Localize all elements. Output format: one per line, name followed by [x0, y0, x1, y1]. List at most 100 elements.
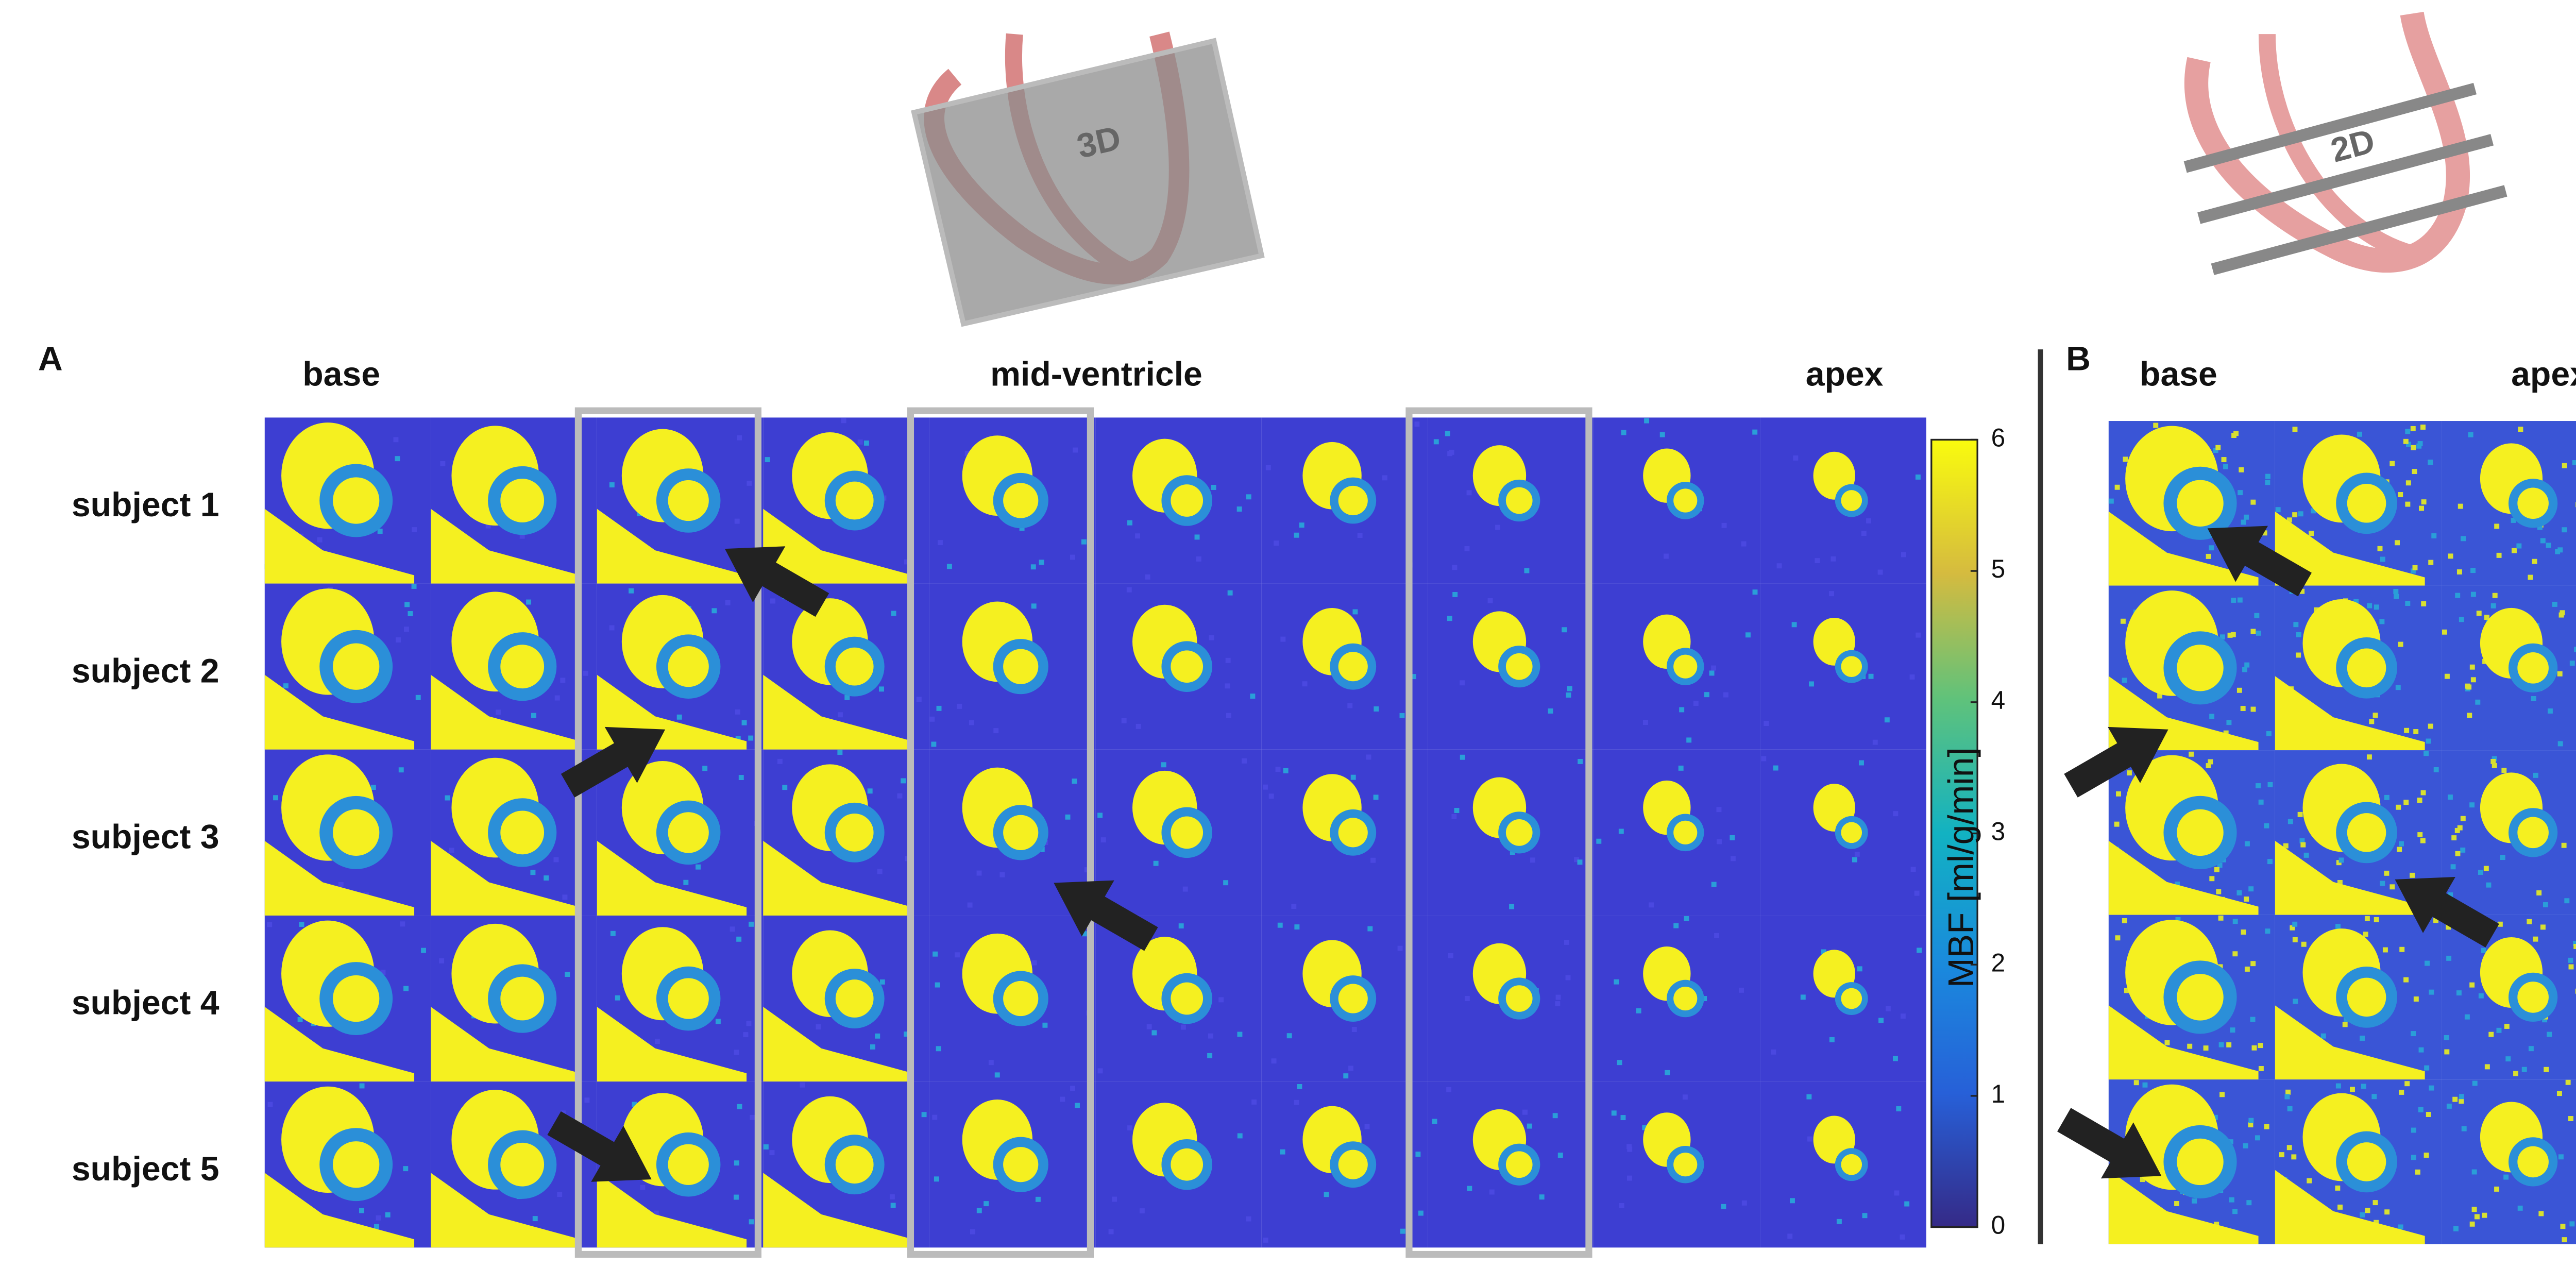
noise [2399, 1090, 2404, 1095]
noise [994, 1072, 1000, 1078]
noise [1793, 455, 1799, 461]
noise [485, 523, 491, 529]
noise [496, 709, 501, 715]
noise [2424, 1153, 2429, 1158]
noise [1773, 765, 1778, 771]
blob [2347, 1142, 2386, 1181]
noise [2380, 881, 2385, 886]
noise [1297, 1084, 1302, 1089]
noise [1060, 1096, 1065, 1102]
noise [1577, 859, 1583, 865]
noise [1031, 603, 1037, 609]
blob [1171, 816, 1204, 849]
noise [2569, 1221, 2575, 1227]
noise [1208, 1033, 1213, 1039]
noise [1564, 939, 1569, 945]
noise [2405, 501, 2411, 507]
blob [500, 810, 545, 855]
noise [2265, 928, 2270, 934]
noise [1620, 1115, 1626, 1121]
image-tile [929, 749, 1096, 916]
noise [2460, 816, 2466, 821]
noise [1884, 717, 1890, 723]
noise [2469, 664, 2475, 670]
noise [676, 714, 682, 720]
blob [597, 1173, 747, 1248]
image-tile [2108, 1079, 2275, 1244]
noise [2384, 870, 2389, 876]
noise [2244, 514, 2249, 520]
noise [863, 440, 869, 446]
noise [738, 775, 744, 780]
noise [1548, 708, 1553, 714]
noise [2337, 1204, 2343, 1210]
noise [2547, 1032, 2552, 1037]
noise [565, 972, 570, 977]
noise [964, 450, 970, 456]
noise [1566, 692, 1571, 698]
noise [2476, 611, 2482, 616]
blob [1003, 483, 1039, 518]
noise [737, 435, 742, 441]
noise [376, 1215, 381, 1221]
noise [696, 864, 701, 870]
noise [1878, 1018, 1884, 1023]
noise [1764, 721, 1769, 726]
image-tile [1095, 749, 1262, 916]
noise [2223, 464, 2228, 469]
noise [1859, 760, 1864, 766]
image-tile [431, 583, 597, 750]
noise [2564, 898, 2570, 904]
noise [1711, 882, 1717, 887]
noise [2547, 708, 2553, 714]
noise [2415, 1169, 2420, 1175]
noise [2114, 484, 2120, 490]
noise [2565, 1079, 2571, 1085]
heart-wall [2184, 11, 2470, 273]
noise [440, 461, 446, 466]
noise [403, 986, 409, 991]
noise [2405, 429, 2411, 434]
noise [2457, 825, 2463, 831]
noise [1857, 966, 1862, 972]
noise [2115, 935, 2121, 941]
blob [763, 840, 913, 916]
blob [1673, 654, 1698, 679]
noise [2464, 1014, 2470, 1020]
noise [2251, 1045, 2257, 1051]
blob [1003, 1147, 1039, 1182]
noise [2301, 941, 2307, 947]
noise [2537, 525, 2543, 530]
noise [2296, 632, 2301, 637]
noise [1263, 1237, 1268, 1243]
noise [1352, 609, 1358, 615]
blob [1003, 649, 1039, 684]
noise [2404, 728, 2410, 733]
noise [2397, 847, 2402, 852]
noise [936, 1046, 941, 1052]
noise [2433, 918, 2438, 923]
noise [1904, 1201, 1910, 1207]
noise [1578, 759, 1583, 764]
noise [1108, 1229, 1114, 1235]
noise [890, 1203, 896, 1208]
image-tile [1760, 1081, 1926, 1248]
blob [835, 647, 874, 686]
noise [2428, 723, 2433, 729]
blob [1673, 986, 1698, 1011]
noise [1862, 1213, 1868, 1219]
noise [359, 1208, 364, 1213]
noise [1277, 922, 1283, 928]
noise [2213, 448, 2218, 453]
noise [970, 1229, 975, 1235]
noise [2258, 1043, 2263, 1049]
noise [1226, 713, 1231, 718]
noise [2218, 1042, 2224, 1047]
noise [1237, 1133, 1243, 1139]
noise [1809, 681, 1814, 687]
noise [2258, 799, 2264, 805]
noise [2175, 917, 2181, 922]
noise [1807, 1136, 1812, 1142]
image-tile [1760, 583, 1926, 750]
blob [500, 976, 545, 1021]
